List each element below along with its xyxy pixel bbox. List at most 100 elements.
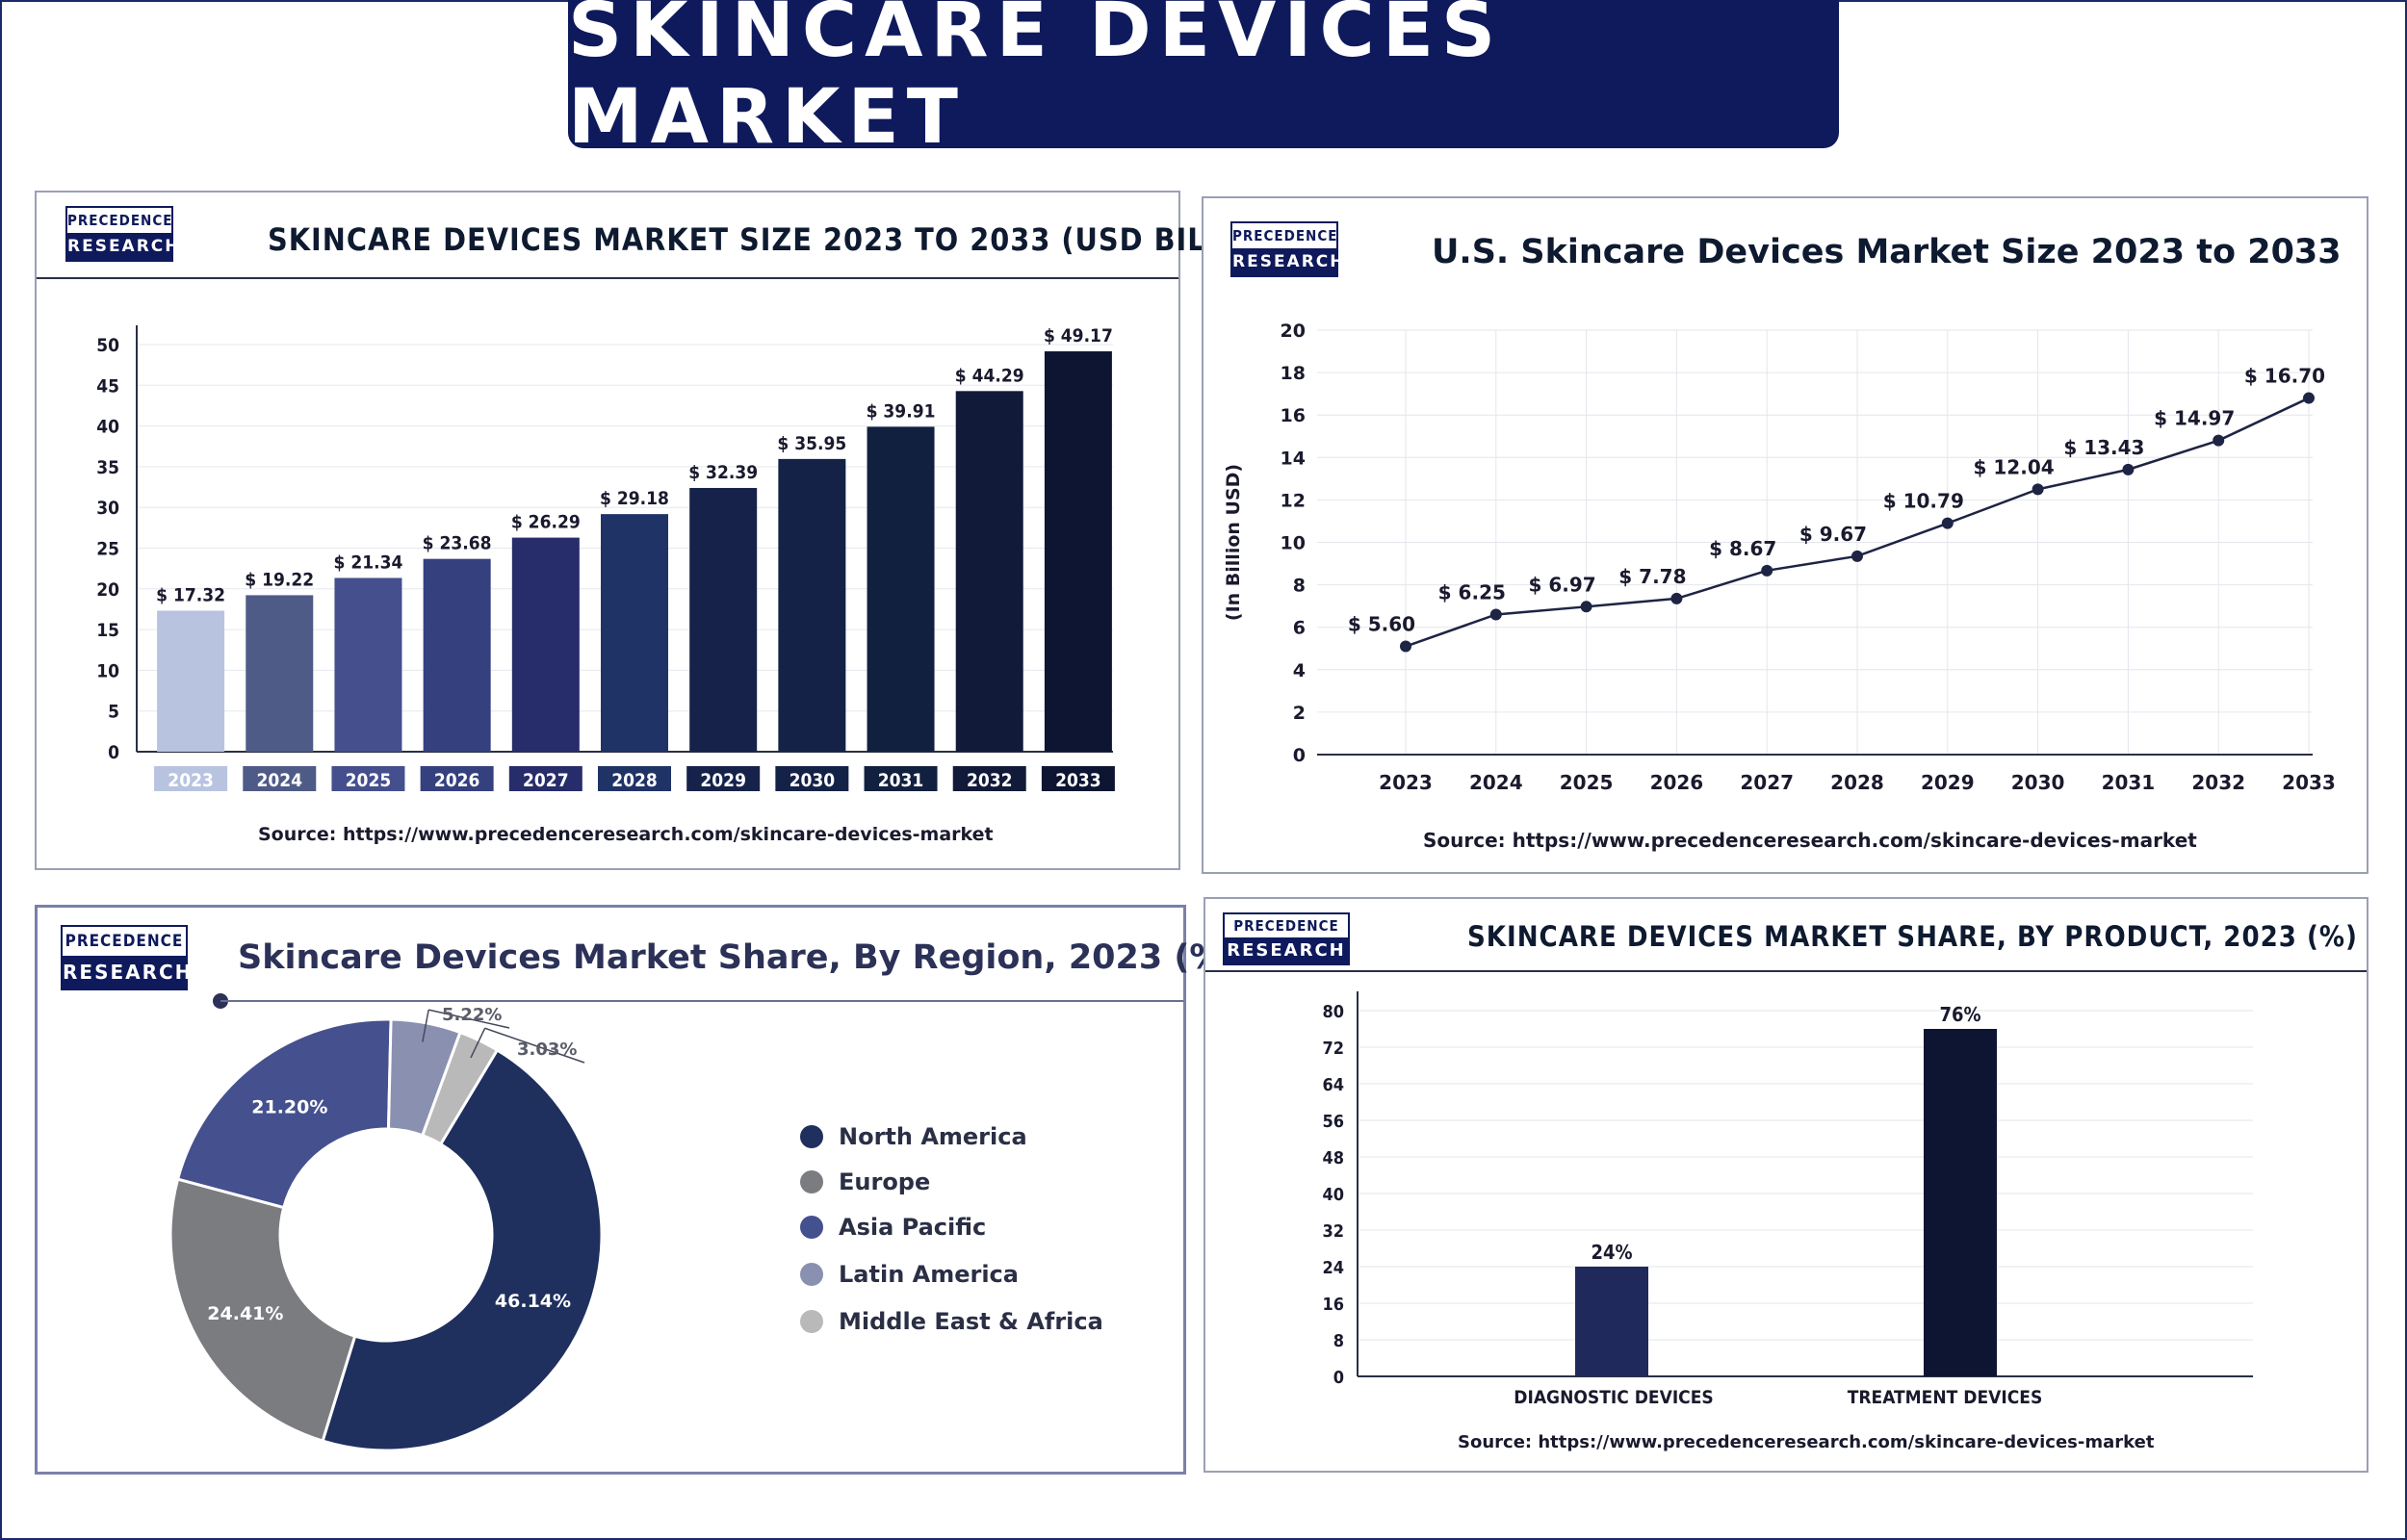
y-tick-label: 10 [1281,533,1306,554]
y-tick-label: 24 [1322,1258,1344,1278]
title-divider [37,277,1178,279]
y-tick-label: 4 [1293,660,1306,681]
brand-top: PRECEDENCE [1225,914,1348,937]
x-tick-label: 2031 [2102,771,2156,794]
y-tick-label: 64 [1322,1075,1344,1095]
legend-label: Latin America [839,1261,1019,1288]
global-market-size-panel: PRECEDENCE RESEARCH SKINCARE DEVICES MAR… [35,191,1297,870]
brand-bottom: RESEARCH [1232,248,1344,275]
x-tick-badge [420,766,494,791]
x-tick-badge [243,766,317,791]
region-share-panel: PRECEDENCE RESEARCH Skincare Devices Mar… [35,905,1239,1475]
data-label: $ 6.25 [1438,580,1506,603]
bar-value-label: $ 32.39 [688,462,758,483]
bar-value-label: $ 35.95 [777,433,846,454]
bar-value-label: 76% [1939,1003,1980,1026]
data-label: $ 7.78 [1618,565,1686,588]
slice-label: 46.14% [495,1291,571,1312]
data-label: $ 8.67 [1709,537,1776,560]
bar-value-label: $ 19.22 [245,569,314,590]
x-tick-label: 2024 [1469,771,1523,794]
data-point [1941,517,1954,529]
legend-label: Middle East & Africa [839,1308,1103,1335]
slice-label: 24.41% [207,1303,283,1324]
bar-value-label: $ 49.17 [1044,325,1113,346]
legend-label: North America [839,1123,1027,1150]
x-tick-label: 2026 [1650,771,1704,794]
x-tick-label: 2032 [967,770,1013,791]
bar [511,537,580,752]
bar [778,458,846,752]
chart-title: SKINCARE DEVICES MARKET SIZE 2023 TO 203… [268,221,1299,258]
legend-item: Latin America [800,1261,1019,1288]
x-tick-badge [686,766,761,791]
x-tick-label: 2030 [789,770,836,791]
us-market-size-panel: PRECEDENCE RESEARCH U.S. Skincare Device… [1202,196,2368,874]
x-tick-label: 2023 [1379,771,1433,794]
slice-label: 5.22% [442,1005,502,1025]
y-tick-label: 80 [1322,1002,1344,1022]
x-tick-label: 2033 [1055,770,1101,791]
data-point [2032,483,2044,496]
brand-top: PRECEDENCE [1232,223,1336,248]
x-tick-badge [508,766,582,791]
y-tick-label: 16 [1281,405,1306,426]
data-label: $ 13.43 [2063,436,2144,459]
x-tick-badge [598,766,671,791]
bar [157,610,225,752]
slice-label: 21.20% [251,1096,327,1117]
y-tick-label: 56 [1322,1112,1344,1132]
y-tick-label: 20 [96,579,119,601]
x-tick-label: 2029 [1921,771,1975,794]
bar [601,514,668,752]
pie-slice [420,1030,500,1146]
bar [1575,1267,1648,1376]
brand-logo: PRECEDENCE RESEARCH [61,925,191,990]
bar-value-label: $ 23.68 [423,533,492,554]
legend-item: North America [800,1123,1027,1150]
bar-value-label: $ 44.29 [955,365,1024,386]
chart-title: U.S. Skincare Devices Market Size 2023 t… [1432,233,2342,271]
data-label: $ 12.04 [1974,455,2055,478]
brand-bottom: RESEARCH [67,233,179,260]
data-point [1400,640,1411,653]
legend-item: Middle East & Africa [800,1308,1103,1335]
y-tick-label: 14 [1281,448,1306,469]
source-text: Source: https://www.precedenceresearch.c… [1423,829,2197,852]
data-point [2213,434,2225,447]
bar [1924,1029,1997,1376]
bar [867,426,935,752]
y-tick-label: 50 [96,335,119,356]
y-tick-label: 8 [1293,576,1306,597]
bar [423,558,491,752]
legend-swatch [800,1263,823,1286]
x-tick-label: 2027 [523,770,569,791]
leader-line [428,1009,510,1029]
y-tick-label: 32 [1322,1221,1344,1242]
x-tick-label: 2023 [168,770,214,791]
data-label: $ 5.60 [1348,613,1415,636]
x-tick-label: 2026 [434,770,480,791]
legend-swatch [800,1125,823,1148]
data-label: $ 14.97 [2154,407,2235,430]
x-tick-label: 2028 [611,770,658,791]
brand-logo: PRECEDENCE RESEARCH [1230,221,1344,277]
y-tick-label: 45 [96,375,119,397]
x-tick-label: DIAGNOSTIC DEVICES [1514,1387,1713,1408]
x-tick-badge [952,766,1026,791]
y-tick-label: 6 [1293,618,1306,639]
y-tick-label: 10 [96,660,119,681]
y-tick-label: 30 [96,498,119,519]
data-point [2122,463,2135,475]
bar [1044,351,1112,752]
us-line-chart: 0 2 4 6 8 10 12 14 16 18 20 (In Billion USD) $ 5.60 2… [1223,321,2336,794]
x-tick-label: 2028 [1830,771,1884,794]
bar [689,487,758,752]
y-tick-label: 48 [1322,1148,1344,1168]
legend-item: Europe [800,1168,930,1195]
legend-label: Asia Pacific [839,1214,987,1241]
data-point [1851,550,1863,562]
y-tick-label: 40 [96,417,119,438]
x-tick-badge [864,766,938,791]
